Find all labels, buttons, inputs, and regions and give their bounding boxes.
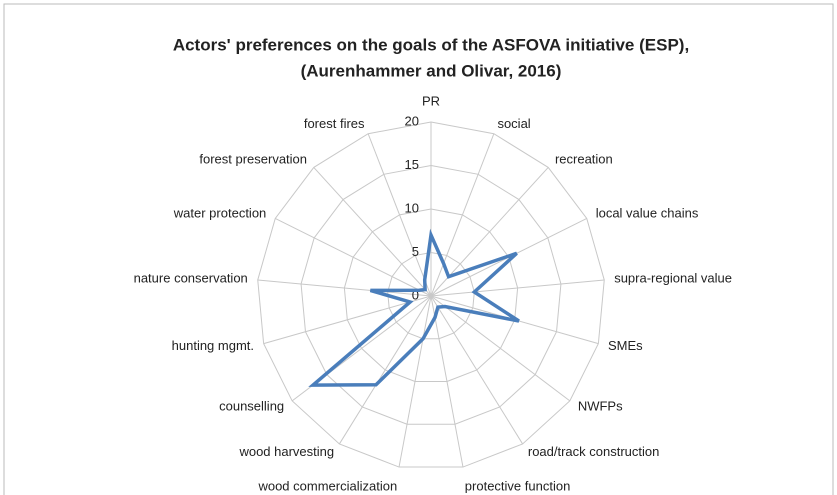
- spoke: [430, 295, 464, 468]
- category-label: wood harvesting: [238, 444, 334, 459]
- spoke: [430, 295, 524, 445]
- y-tick-label: 0: [412, 287, 419, 302]
- grid-ring: [257, 121, 605, 468]
- category-label: social: [497, 116, 530, 131]
- y-tick-label: 5: [412, 244, 419, 259]
- category-label: NWFPs: [578, 398, 623, 413]
- category-label: protective function: [465, 478, 571, 493]
- grid-ring: [300, 164, 562, 425]
- chart-title: (Aurenhammer and Olivar, 2016): [301, 61, 562, 80]
- category-label: counselling: [219, 398, 284, 413]
- spoke: [313, 167, 432, 297]
- category-label: nature conservation: [134, 270, 248, 285]
- category-label: PR: [422, 93, 440, 108]
- category-label: wood commercialization: [257, 478, 397, 493]
- spoke: [430, 295, 571, 402]
- chart-frame: [3, 3, 834, 495]
- grid-ring: [387, 251, 475, 340]
- grid-ring: [343, 208, 519, 383]
- category-label: forest fires: [304, 116, 365, 131]
- spoke: [275, 217, 432, 297]
- y-tick-label: 15: [405, 157, 419, 172]
- category-label: local value chains: [596, 205, 699, 220]
- category-label: supra-regional value: [614, 270, 732, 285]
- category-label: road/track construction: [528, 444, 660, 459]
- category-label: recreation: [555, 151, 613, 166]
- spoke: [338, 295, 432, 445]
- y-tick-label: 20: [405, 113, 419, 128]
- category-label: SMEs: [608, 338, 643, 353]
- spoke: [430, 133, 495, 297]
- y-tick-label: 10: [405, 200, 419, 215]
- series-line: [308, 228, 520, 387]
- spoke: [367, 133, 432, 297]
- spoke: [398, 295, 432, 468]
- chart-title: Actors' preferences on the goals of the …: [173, 35, 689, 54]
- category-label: hunting mgmt.: [172, 338, 254, 353]
- spoke: [257, 279, 432, 297]
- category-label: forest preservation: [199, 151, 307, 166]
- spoke: [430, 279, 605, 297]
- category-label: water protection: [173, 205, 267, 220]
- spoke: [263, 295, 432, 345]
